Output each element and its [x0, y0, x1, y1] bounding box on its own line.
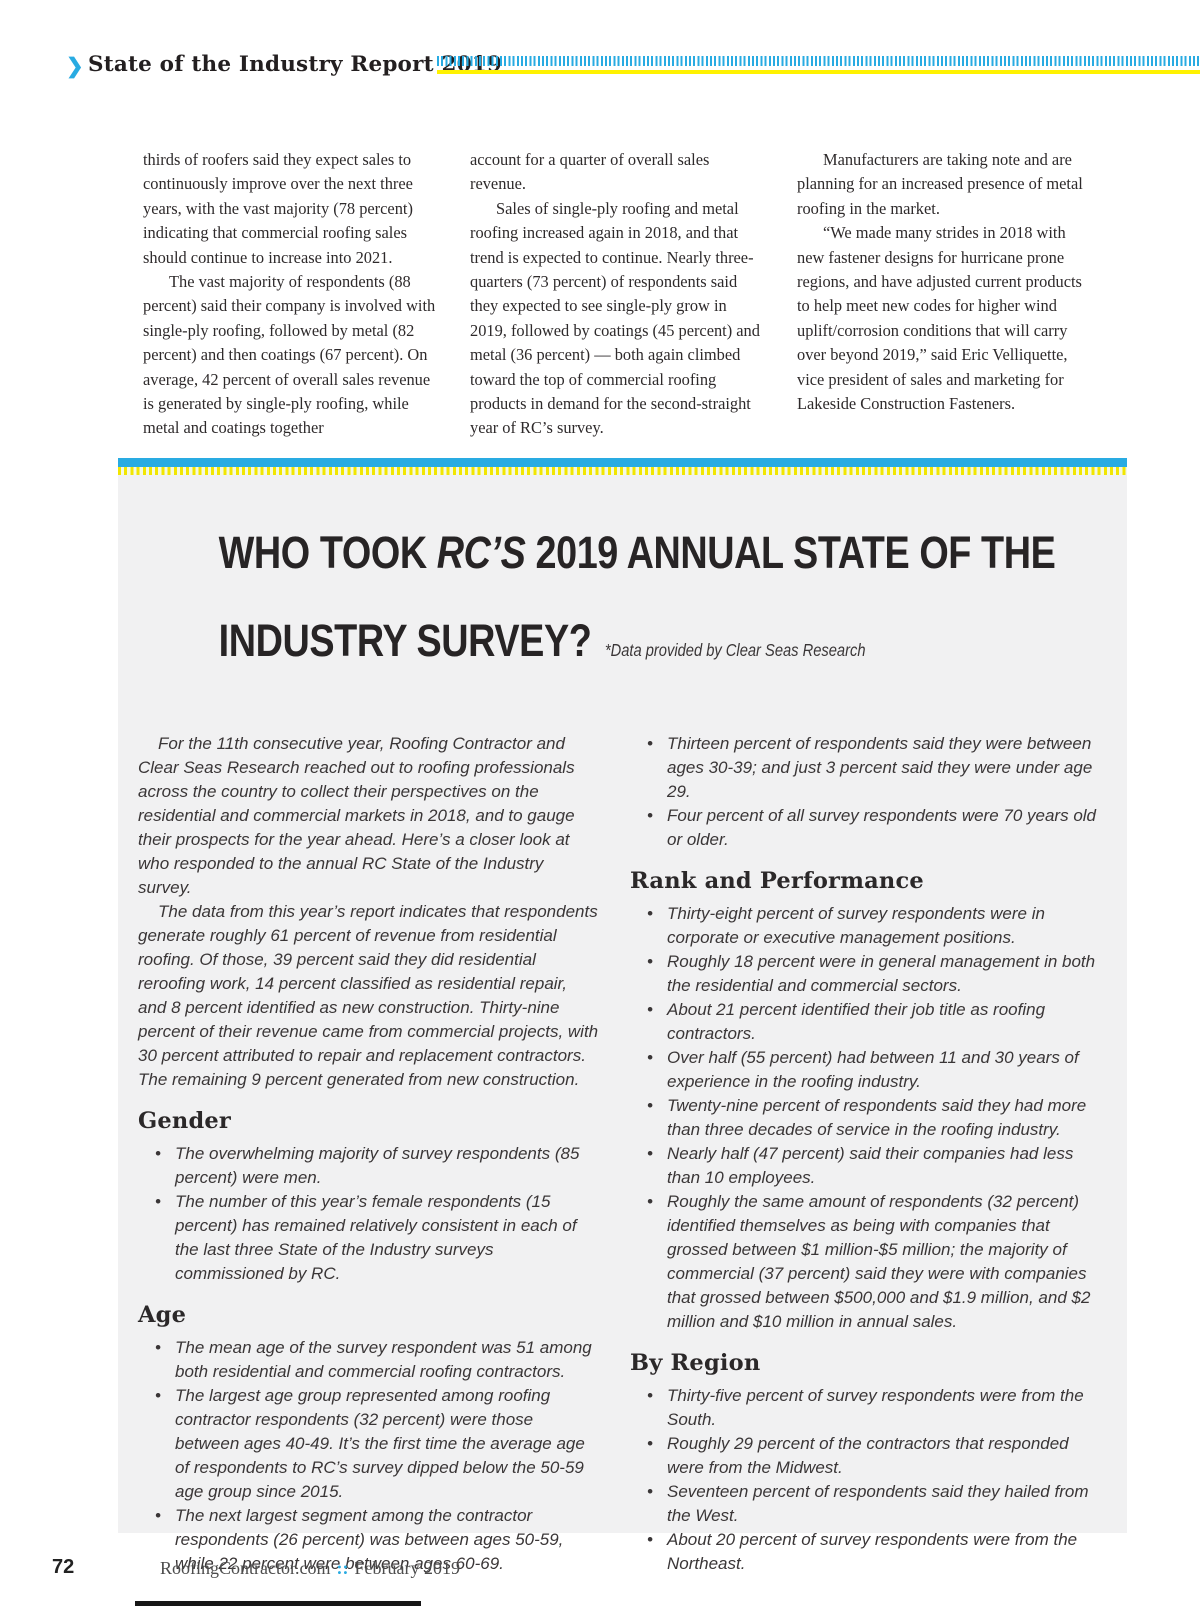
bottom-page-edge-strip	[135, 1601, 421, 1606]
article-paragraph: Sales of single-ply roofing and metal ro…	[470, 198, 760, 438]
bullet-item: Nearly half (47 percent) said their comp…	[630, 1142, 1107, 1190]
bullet-item: Roughly 29 percent of the contractors th…	[630, 1432, 1107, 1480]
bullet-item: The next largest segment among the contr…	[138, 1504, 600, 1576]
section-heading: Gender	[138, 1108, 231, 1134]
bullet-item: The mean age of the survey respondent wa…	[138, 1336, 600, 1384]
section-gender: Gender The overwhelming majority of surv…	[138, 1109, 600, 1286]
box-top-tick-bar	[118, 467, 1127, 475]
age-continued-bullet-list: Thirteen percent of respondents said the…	[630, 732, 1107, 852]
title-line-1: WHO TOOK RC’S 2019 ANNUAL STATE OF THE	[218, 527, 1056, 578]
section-rank-performance: Rank and Performance Thirty-eight percen…	[630, 869, 1107, 1334]
bullet-item: About 21 percent identified their job ti…	[630, 998, 1107, 1046]
bullet-item: Thirty-eight percent of survey responden…	[630, 902, 1107, 950]
page-number: 72	[52, 1556, 75, 1578]
bullet-item: Thirty-five percent of survey respondent…	[630, 1384, 1107, 1432]
rc-italic: RC’S	[436, 527, 526, 578]
title-line-2: INDUSTRY SURVEY?	[218, 615, 592, 666]
survey-intro: For the 11th consecutive year, Roofing C…	[138, 732, 600, 1092]
footer-folio: RoofingContractor.com:: February 2019	[160, 1558, 460, 1579]
bullet-item: The number of this year’s female respond…	[138, 1190, 600, 1286]
article-paragraph: thirds of roofers said they expect sales…	[143, 150, 413, 267]
bullet-item: Over half (55 percent) had between 11 an…	[630, 1046, 1107, 1094]
issue-date: February 2019	[354, 1558, 460, 1578]
section-heading: Rank and Performance	[630, 868, 924, 894]
section-title: State of the Industry Report 2019	[88, 52, 503, 77]
survey-box-title: WHO TOOK RC’S 2019 ANNUAL STATE OF THE I…	[138, 487, 1056, 716]
site-name: RoofingContractor.com	[160, 1558, 331, 1578]
section-heading: Age	[138, 1302, 187, 1328]
bullet-item: Four percent of all survey respondents w…	[630, 804, 1107, 852]
footer-separator: ::	[336, 1558, 349, 1578]
section-by-region: By Region Thirty-five percent of survey …	[630, 1351, 1107, 1576]
page-header: ❯ State of the Industry Report 2019	[66, 52, 1200, 82]
bullet-item: Twenty-nine percent of respondents said …	[630, 1094, 1107, 1142]
article-columns: thirds of roofers said they expect sales…	[143, 148, 1093, 441]
intro-paragraph: The data from this year’s report indicat…	[138, 902, 599, 1089]
data-credit-note: *Data provided by Clear Seas Research	[604, 640, 866, 660]
bullet-item: Roughly 18 percent were in general manag…	[630, 950, 1107, 998]
bullet-item: Thirteen percent of respondents said the…	[630, 732, 1107, 804]
article-paragraph: Manufacturers are taking note and are pl…	[797, 150, 1083, 218]
intro-paragraph: For the 11th consecutive year, Roofing C…	[138, 734, 575, 897]
page-footer: 72 RoofingContractor.com:: February 2019	[0, 1552, 1200, 1592]
chevron-right-icon: ❯	[66, 55, 84, 78]
survey-left-column: For the 11th consecutive year, Roofing C…	[138, 732, 600, 1576]
bullet-item: Seventeen percent of respondents said th…	[630, 1480, 1107, 1528]
article-column-1: thirds of roofers said they expect sales…	[143, 148, 438, 441]
bullet-list: Thirty-five percent of survey respondent…	[630, 1384, 1107, 1576]
survey-right-column: Thirteen percent of respondents said the…	[630, 732, 1107, 1576]
bullet-item: Roughly the same amount of respondents (…	[630, 1190, 1107, 1334]
header-tick-rule	[437, 56, 1200, 66]
section-heading: By Region	[630, 1350, 761, 1376]
article-column-3: Manufacturers are taking note and are pl…	[797, 148, 1092, 441]
article-paragraph: “We made many strides in 2018 with new f…	[797, 223, 1082, 414]
bullet-list: The mean age of the survey respondent wa…	[138, 1336, 600, 1576]
box-top-cyan-bar	[118, 458, 1127, 467]
bullet-list: The overwhelming majority of survey resp…	[138, 1142, 600, 1286]
bullet-item: About 20 percent of survey respondents w…	[630, 1528, 1107, 1576]
section-age: Age The mean age of the survey responden…	[138, 1303, 600, 1576]
bullet-item: The largest age group represented among …	[138, 1384, 600, 1504]
article-paragraph: account for a quarter of overall sales r…	[470, 150, 710, 194]
bullet-item: The overwhelming majority of survey resp…	[138, 1142, 600, 1190]
survey-sidebar-box: WHO TOOK RC’S 2019 ANNUAL STATE OF THE I…	[118, 458, 1127, 1573]
header-yellow-rule	[437, 70, 1200, 74]
bullet-list: Thirty-eight percent of survey responden…	[630, 902, 1107, 1334]
article-column-2: account for a quarter of overall sales r…	[470, 148, 765, 441]
article-paragraph: The vast majority of respondents (88 per…	[143, 272, 436, 438]
